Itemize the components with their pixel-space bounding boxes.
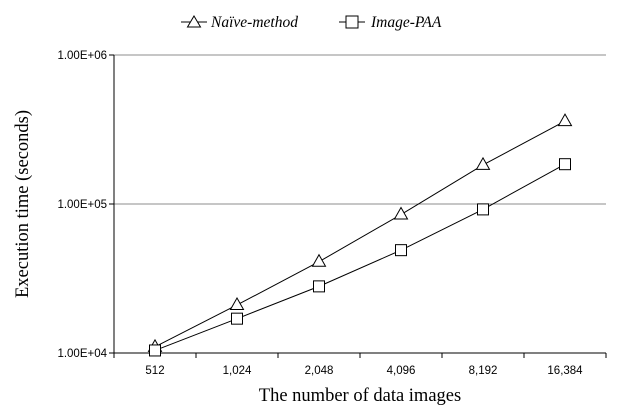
x-axis-title: The number of data images bbox=[259, 386, 461, 406]
x-tick-label: 4,096 bbox=[387, 365, 416, 377]
series-line-image-paa bbox=[154, 163, 566, 351]
x-tick-label: 2,048 bbox=[305, 365, 334, 377]
x-tick-label: 16,384 bbox=[547, 365, 583, 377]
y-axis-title: Execution time (seconds) bbox=[13, 110, 33, 298]
series-image-paa bbox=[149, 158, 571, 357]
x-tick-label: 1,024 bbox=[223, 365, 252, 377]
gridlines bbox=[114, 54, 606, 205]
data-point-naive-method bbox=[311, 253, 327, 267]
y-tick-label: 1.00E+04 bbox=[57, 348, 107, 360]
data-point-image-paa bbox=[149, 344, 161, 357]
legend-marker-square bbox=[345, 15, 359, 29]
data-point-image-paa bbox=[477, 203, 489, 216]
legend-item-naive-method: Naïve-method bbox=[181, 14, 298, 31]
legend-label-image-paa: Image-PAA bbox=[370, 14, 442, 31]
data-point-naive-method bbox=[557, 113, 573, 127]
x-tick-label: 512 bbox=[145, 365, 164, 377]
y-tick-label: 1.00E+05 bbox=[57, 199, 107, 211]
series-line-naive-method bbox=[154, 120, 566, 348]
data-point-naive-method bbox=[393, 206, 409, 220]
series-layer bbox=[147, 113, 573, 357]
legend-item-image-paa: Image-PAA bbox=[339, 14, 442, 31]
data-point-image-paa bbox=[395, 244, 407, 257]
data-point-image-paa bbox=[231, 312, 243, 325]
data-point-naive-method bbox=[229, 296, 245, 310]
y-tick-label: 1.00E+06 bbox=[57, 50, 107, 62]
data-point-naive-method bbox=[475, 156, 491, 170]
y-axis-ticks: 1.00E+04 1.00E+05 1.00E+06 bbox=[57, 50, 114, 360]
x-axis-ticks: 512 1,024 2,048 4,096 8,192 16,384 bbox=[113, 353, 607, 377]
series-naive-method bbox=[147, 113, 573, 352]
legend-label-naive-method: Naïve-method bbox=[210, 14, 298, 31]
legend-marker-triangle bbox=[186, 15, 202, 28]
data-point-image-paa bbox=[559, 158, 571, 171]
x-tick-label: 8,192 bbox=[469, 365, 498, 377]
data-point-image-paa bbox=[313, 280, 325, 293]
legend: Naïve-method Image-PAA bbox=[181, 14, 442, 31]
